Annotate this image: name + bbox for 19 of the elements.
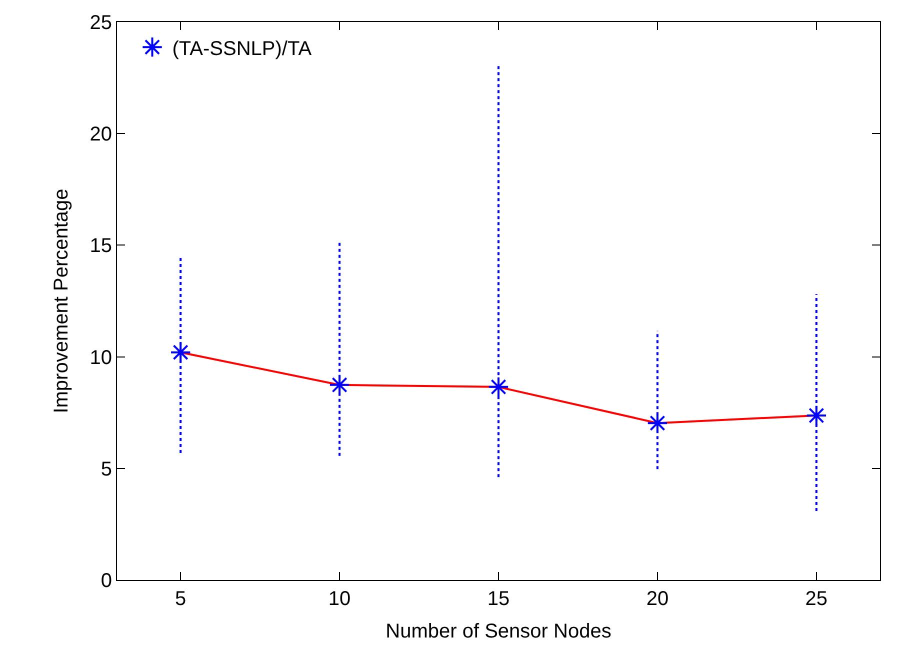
legend-label: (TA-SSNLP)/TA bbox=[172, 38, 312, 60]
y-tick-label: 20 bbox=[90, 124, 112, 146]
point bbox=[170, 342, 192, 363]
x-axis-title: Number of Sensor Nodes bbox=[386, 620, 612, 642]
point bbox=[806, 404, 828, 426]
x-tick-label: 25 bbox=[805, 588, 828, 610]
x-tick-label: 20 bbox=[646, 588, 669, 610]
point bbox=[488, 376, 510, 398]
y-tick-label: 15 bbox=[90, 235, 112, 258]
y-tick-label: 25 bbox=[90, 12, 112, 34]
x-tick-label: 10 bbox=[328, 588, 351, 610]
y-tick-label: 10 bbox=[90, 346, 112, 369]
x-tick-label: 5 bbox=[175, 588, 186, 610]
y-axis-title: Improvement Percentage bbox=[50, 188, 72, 414]
point bbox=[646, 412, 668, 434]
point bbox=[328, 374, 350, 396]
x-tick-label: 15 bbox=[487, 588, 510, 610]
y-tick-label: 5 bbox=[100, 458, 112, 480]
y-tick-label: 0 bbox=[100, 570, 112, 592]
